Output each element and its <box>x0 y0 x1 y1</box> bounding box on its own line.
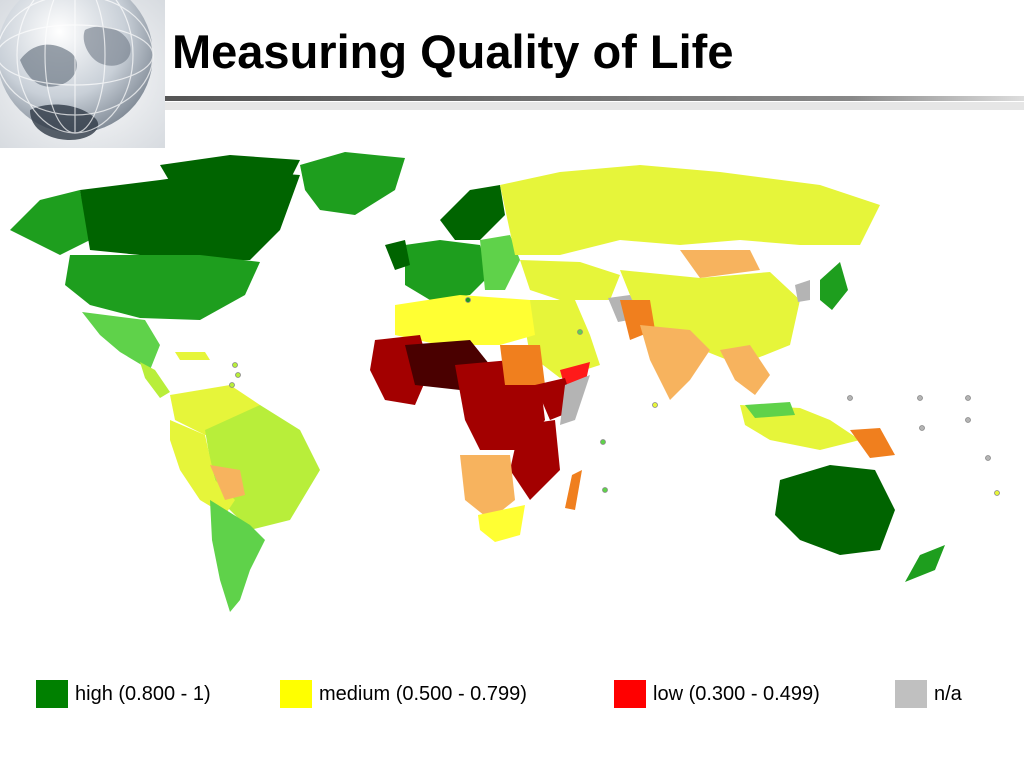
island-marker <box>917 395 923 401</box>
island-marker <box>652 402 658 408</box>
region-north-africa <box>395 295 535 345</box>
region-western-europe <box>405 240 490 300</box>
region-alaska <box>10 190 90 255</box>
region-arctic-islands <box>160 155 300 185</box>
region-new-zealand <box>905 545 945 582</box>
region-east-africa <box>510 420 560 500</box>
region-korea <box>795 280 810 302</box>
region-russia <box>500 165 880 255</box>
island-marker <box>235 372 241 378</box>
island-marker <box>965 395 971 401</box>
region-greenland <box>300 152 405 215</box>
slide-header: Measuring Quality of Life <box>0 0 1024 148</box>
legend-label-low: low (0.300 - 0.499) <box>653 682 820 705</box>
legend-item-low: low (0.300 - 0.499) <box>614 676 820 712</box>
legend-label-na: n/a <box>934 682 962 705</box>
region-malaysia <box>745 402 795 418</box>
legend-label-high: high (0.800 - 1) <box>75 682 211 705</box>
legend-item-medium: medium (0.500 - 0.799) <box>280 676 527 712</box>
asia <box>500 165 895 458</box>
title-underline <box>165 96 1024 110</box>
legend-swatch-low <box>614 680 646 708</box>
europe <box>385 185 520 300</box>
map-legend: high (0.800 - 1) medium (0.500 - 0.799) … <box>0 676 1024 712</box>
legend-swatch-medium <box>280 680 312 708</box>
region-caribbean <box>175 352 210 360</box>
legend-item-na: n/a <box>895 676 962 712</box>
legend-item-high: high (0.800 - 1) <box>36 676 211 712</box>
region-central-asia <box>520 260 620 300</box>
region-argentina-chile <box>210 500 265 612</box>
region-iceland-uk <box>385 240 410 270</box>
region-india <box>640 325 710 400</box>
region-somalia <box>560 375 590 425</box>
globe-icon <box>0 0 165 148</box>
region-south-africa <box>478 505 525 542</box>
island-marker <box>985 455 991 461</box>
region-papua <box>850 428 895 458</box>
legend-label-medium: medium (0.500 - 0.799) <box>319 682 527 705</box>
africa <box>370 295 590 542</box>
legend-swatch-na <box>895 680 927 708</box>
region-scandinavia <box>440 185 505 240</box>
region-australia <box>775 465 895 555</box>
region-southeast-asia <box>720 345 770 395</box>
region-usa <box>65 255 260 320</box>
region-china <box>620 270 800 365</box>
region-bolivia <box>210 465 245 500</box>
region-sudan <box>500 345 545 385</box>
oceania <box>775 465 945 582</box>
island-marker <box>577 329 583 335</box>
island-marker <box>600 439 606 445</box>
region-madagascar <box>565 470 582 510</box>
island-marker <box>919 425 925 431</box>
world-map <box>10 152 1000 612</box>
region-southern-africa-west <box>460 455 515 520</box>
region-canada <box>80 170 300 262</box>
island-markers <box>229 297 1000 496</box>
island-marker <box>602 487 608 493</box>
legend-swatch-high <box>36 680 68 708</box>
slide-title: Measuring Quality of Life <box>172 25 734 78</box>
island-marker <box>847 395 853 401</box>
region-eastern-europe <box>480 235 520 290</box>
north-america <box>10 152 405 398</box>
region-peru-bolivia <box>170 420 235 515</box>
island-marker <box>965 417 971 423</box>
region-mongolia <box>680 250 760 278</box>
region-japan <box>820 262 848 310</box>
region-central-america <box>140 362 170 398</box>
island-marker <box>229 382 235 388</box>
south-america <box>170 385 320 612</box>
island-marker <box>465 297 471 303</box>
region-mexico <box>82 312 160 370</box>
island-marker <box>994 490 1000 496</box>
island-marker <box>232 362 238 368</box>
